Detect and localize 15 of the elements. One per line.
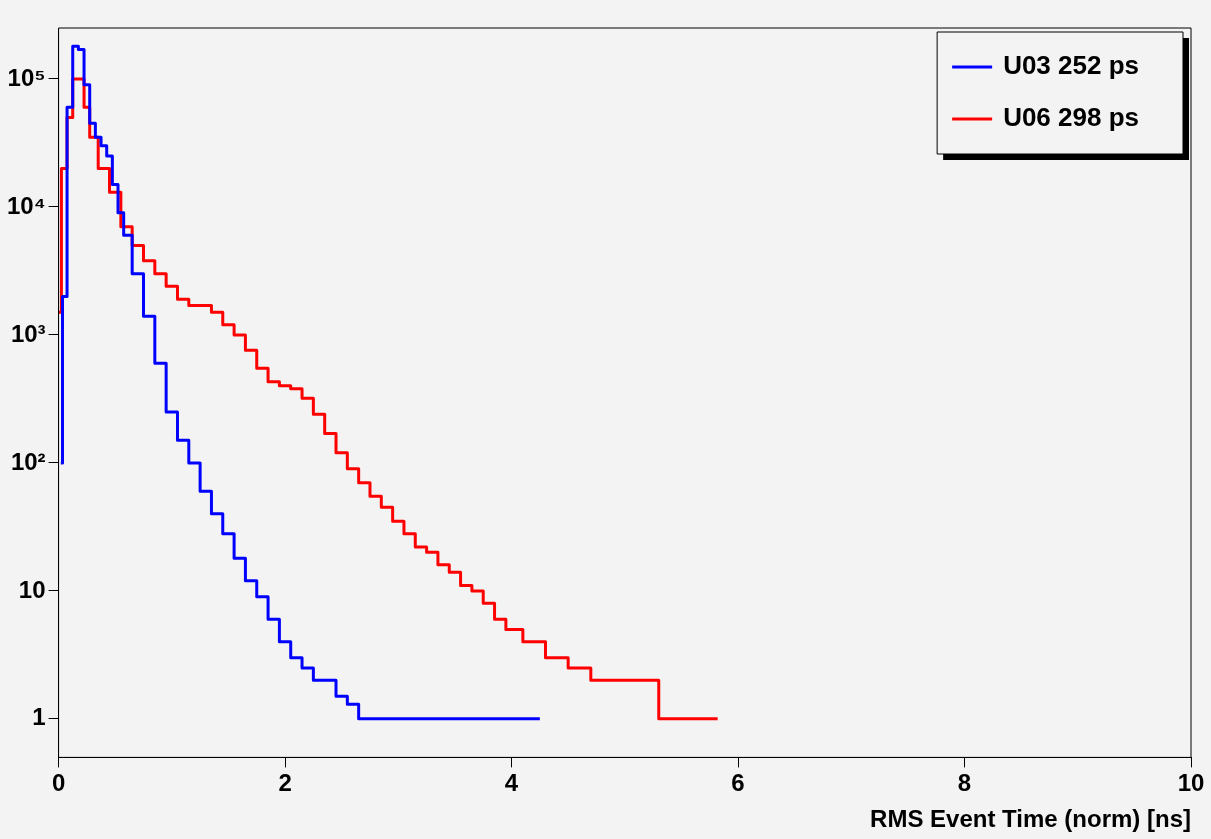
y-tick-label: 10 [18, 575, 46, 603]
y-tick-label: 10⁵ [7, 63, 46, 91]
y-tick-label: 10² [10, 447, 46, 475]
legend-label: U06 298 ps [1003, 102, 1140, 133]
y-tick-label: 10³ [10, 319, 46, 347]
x-axis-title: RMS Event Time (norm) [ns] [870, 805, 1191, 833]
y-tick-label: 10⁴ [6, 191, 46, 219]
y-tick-label: 1 [32, 703, 46, 731]
x-tick-label: 0 [51, 769, 66, 797]
legend-label: U03 252 ps [1003, 50, 1140, 81]
x-tick-label: 8 [957, 769, 972, 797]
x-tick-label: 6 [731, 769, 745, 797]
x-tick-label: 10 [1177, 769, 1205, 797]
x-tick-label: 4 [504, 769, 519, 797]
x-tick-label: 2 [278, 769, 292, 797]
